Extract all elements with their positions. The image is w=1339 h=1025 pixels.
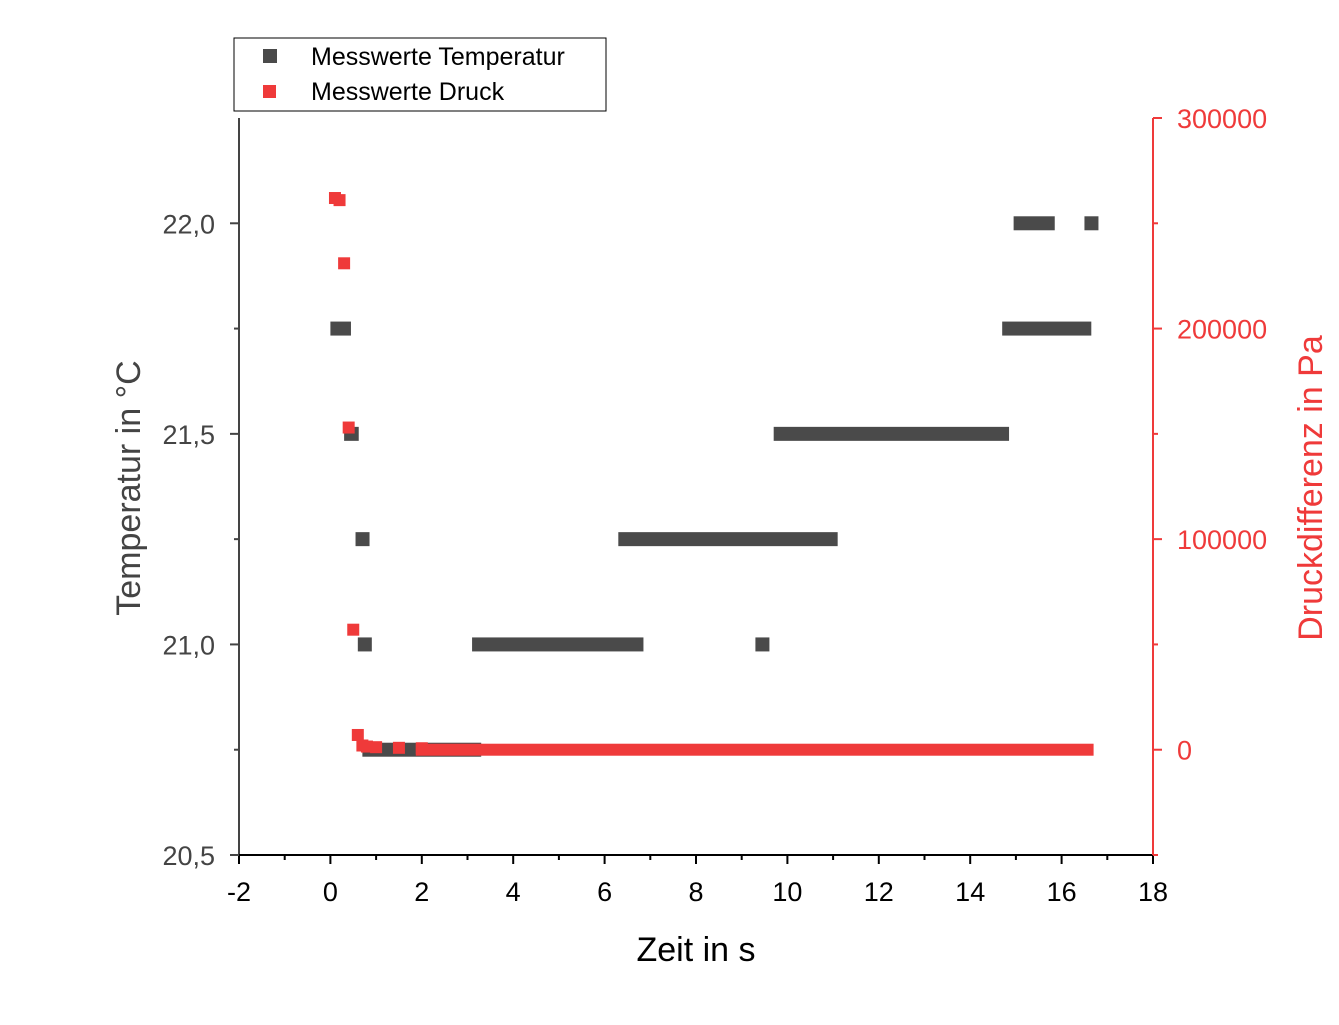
temperature-marker-run xyxy=(357,637,372,652)
y-right-tick-label: 0 xyxy=(1177,736,1192,766)
pressure-marker xyxy=(342,421,355,434)
x-tick-label: 2 xyxy=(414,877,429,907)
plot-area xyxy=(328,192,1099,757)
temperature-marker-run xyxy=(755,637,770,652)
temperature-marker-run xyxy=(472,637,644,652)
x-tick-label: 18 xyxy=(1138,877,1168,907)
temperature-marker-run xyxy=(1013,216,1055,231)
legend-marker-temperature xyxy=(263,49,277,63)
temperature-marker-run xyxy=(1002,321,1092,336)
pressure-marker xyxy=(351,728,364,741)
legend: Messwerte Temperatur Messwerte Druck xyxy=(233,37,607,112)
legend-label-temperature: Messwerte Temperatur xyxy=(311,43,565,71)
pressure-marker-run xyxy=(415,743,1094,756)
y-left-tick-label: 21,0 xyxy=(162,630,215,660)
x-tick-label: 12 xyxy=(864,877,894,907)
y-left-axis-title: Temperatur in °C xyxy=(110,360,148,615)
temperature-marker-run xyxy=(330,321,351,336)
temperature-marker-run xyxy=(355,532,370,547)
x-tick-label: 16 xyxy=(1047,877,1077,907)
legend-marker-pressure xyxy=(263,85,276,98)
pressure-marker xyxy=(392,741,405,754)
x-tick-label: 10 xyxy=(772,877,802,907)
y-right-tick-label: 100000 xyxy=(1177,525,1267,555)
temperature-marker-run xyxy=(1084,216,1099,231)
x-tick-label: 6 xyxy=(597,877,612,907)
x-tick-label: -2 xyxy=(227,877,251,907)
temperature-marker-run xyxy=(773,426,1010,441)
y-left-tick-label: 22,0 xyxy=(162,209,215,239)
y-left-tick-label: 21,5 xyxy=(162,420,215,450)
pressure-marker xyxy=(338,257,351,270)
legend-box xyxy=(233,37,607,112)
x-tick-label: 14 xyxy=(955,877,985,907)
y-left-tick-label: 20,5 xyxy=(162,841,215,871)
x-tick-label: 0 xyxy=(323,877,338,907)
pressure-marker xyxy=(333,194,346,207)
legend-label-pressure: Messwerte Druck xyxy=(311,78,505,106)
x-tick-label: 8 xyxy=(688,877,703,907)
x-axis-title: Zeit in s xyxy=(636,931,755,969)
y-right-tick-label: 300000 xyxy=(1177,104,1267,134)
pressure-marker xyxy=(370,741,383,754)
y-right-tick-label: 200000 xyxy=(1177,315,1267,345)
pressure-marker xyxy=(360,740,373,753)
temperature-marker-run xyxy=(618,532,838,547)
axes: -2 0 2 4 6 8 10 12 14 16 18 20,5 21,0 21,5 22,0 0 100000… xyxy=(162,104,1267,907)
pressure-marker xyxy=(347,623,360,636)
y-right-axis-title: Druckdifferenz in Pa xyxy=(1292,335,1330,641)
x-tick-label: 4 xyxy=(506,877,521,907)
